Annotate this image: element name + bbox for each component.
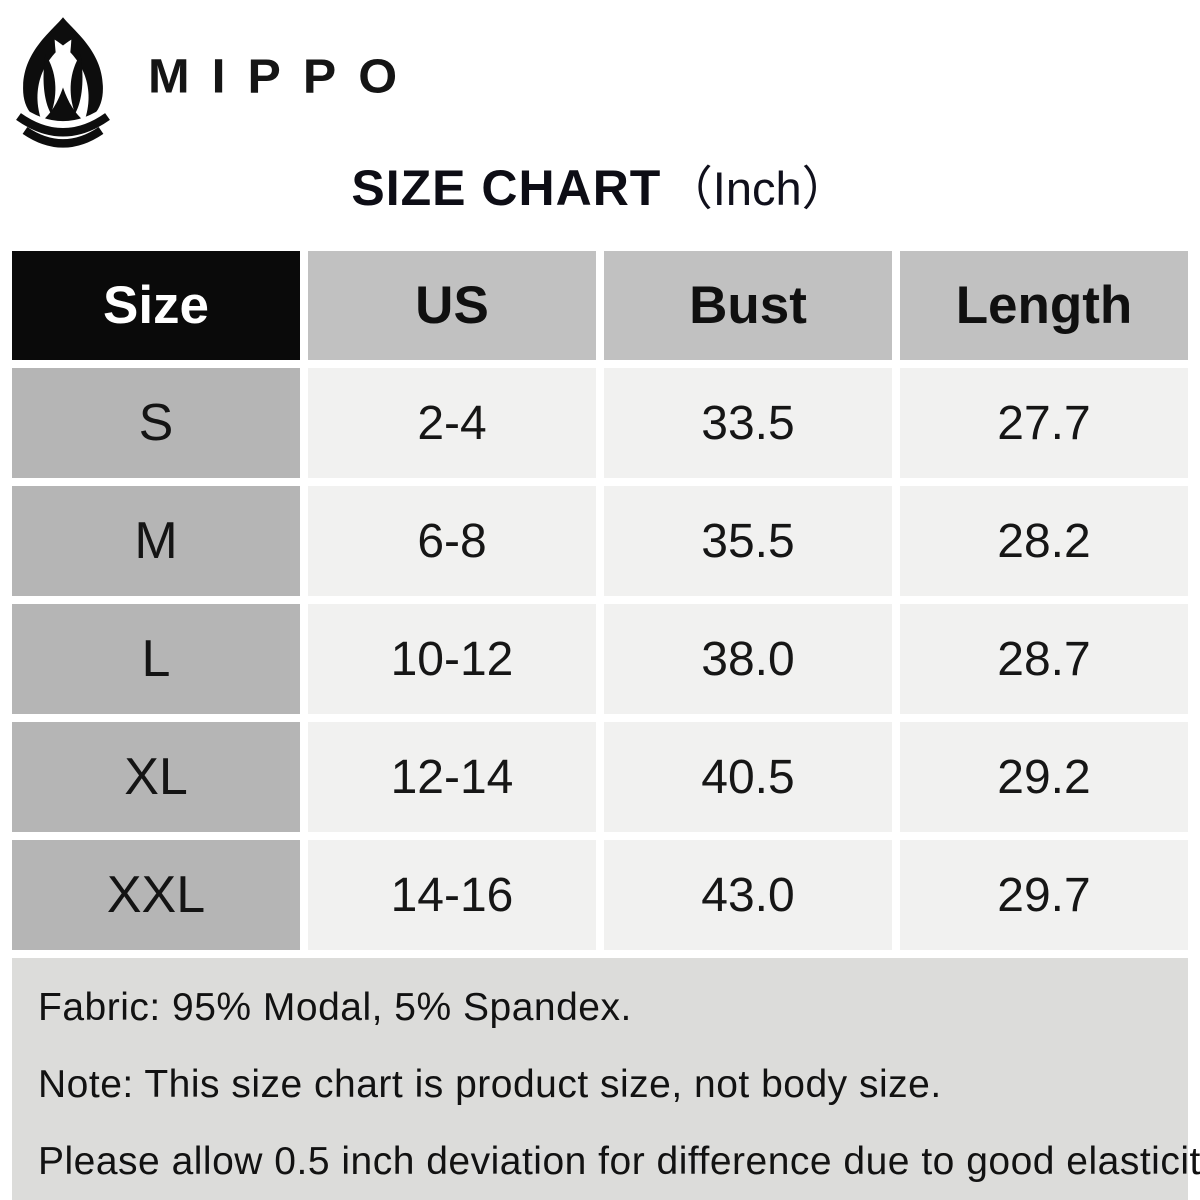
size-cell: L bbox=[12, 604, 300, 714]
size-cell: S bbox=[12, 368, 300, 478]
size-note: Note: This size chart is product size, n… bbox=[38, 1063, 942, 1106]
us-cell: 14-16 bbox=[308, 840, 596, 950]
length-cell: 29.2 bbox=[900, 722, 1188, 832]
deviation-note: Please allow 0.5 inch deviation for diff… bbox=[38, 1140, 1200, 1183]
header-cell-bust: Bust bbox=[604, 251, 892, 360]
header-cell-length: Length bbox=[900, 251, 1188, 360]
length-cell: 28.2 bbox=[900, 486, 1188, 596]
us-cell: 10-12 bbox=[308, 604, 596, 714]
fabric-note: Fabric: 95% Modal, 5% Spandex. bbox=[38, 986, 632, 1029]
size-table: Size US Bust Length S 2-4 33.5 27.7 M 6-… bbox=[12, 251, 1188, 950]
header-cell-us: US bbox=[308, 251, 596, 360]
header-cell-size: Size bbox=[12, 251, 300, 360]
bust-cell: 43.0 bbox=[604, 840, 892, 950]
us-cell: 6-8 bbox=[308, 486, 596, 596]
size-cell: XL bbox=[12, 722, 300, 832]
notes-panel: Fabric: 95% Modal, 5% Spandex. Note: Thi… bbox=[12, 958, 1200, 1200]
length-cell: 27.7 bbox=[900, 368, 1188, 478]
length-cell: 28.7 bbox=[900, 604, 1188, 714]
mippo-leaf-logo-icon bbox=[15, 17, 111, 148]
chart-title: SIZE CHART （Inch） bbox=[0, 150, 1200, 219]
bust-cell: 38.0 bbox=[604, 604, 892, 714]
brand-header: MIPPO bbox=[0, 0, 1200, 156]
size-cell: M bbox=[12, 486, 300, 596]
length-cell: 29.7 bbox=[900, 840, 1188, 950]
bust-cell: 40.5 bbox=[604, 722, 892, 832]
chart-title-unit: （Inch） bbox=[665, 162, 849, 215]
bust-cell: 33.5 bbox=[604, 368, 892, 478]
chart-title-main: SIZE CHART bbox=[351, 160, 662, 216]
us-cell: 12-14 bbox=[308, 722, 596, 832]
size-cell: XXL bbox=[12, 840, 300, 950]
brand-name: MIPPO bbox=[148, 49, 420, 103]
us-cell: 2-4 bbox=[308, 368, 596, 478]
bust-cell: 35.5 bbox=[604, 486, 892, 596]
